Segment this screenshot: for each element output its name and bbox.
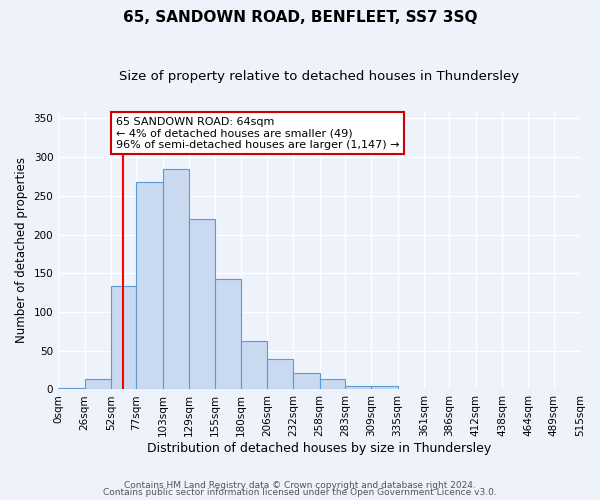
Bar — [85, 380, 111, 390]
Bar — [398, 388, 424, 390]
Text: 65, SANDOWN ROAD, BENFLEET, SS7 3SQ: 65, SANDOWN ROAD, BENFLEET, SS7 3SQ — [123, 10, 477, 25]
Bar — [449, 388, 476, 390]
Title: Size of property relative to detached houses in Thundersley: Size of property relative to detached ho… — [119, 70, 519, 83]
Bar — [554, 388, 580, 390]
Bar — [215, 280, 241, 390]
Bar — [371, 386, 398, 390]
Text: Contains public sector information licensed under the Open Government Licence v3: Contains public sector information licen… — [103, 488, 497, 497]
Bar — [163, 168, 189, 390]
Bar — [189, 219, 215, 390]
Text: Contains HM Land Registry data © Crown copyright and database right 2024.: Contains HM Land Registry data © Crown c… — [124, 480, 476, 490]
Y-axis label: Number of detached properties: Number of detached properties — [15, 157, 28, 343]
Bar — [111, 286, 136, 390]
Bar — [58, 388, 85, 390]
Bar — [136, 182, 163, 390]
Bar — [424, 388, 449, 390]
Bar — [320, 380, 345, 390]
Bar — [241, 340, 267, 390]
Bar — [267, 359, 293, 390]
Text: 65 SANDOWN ROAD: 64sqm
← 4% of detached houses are smaller (49)
96% of semi-deta: 65 SANDOWN ROAD: 64sqm ← 4% of detached … — [116, 117, 400, 150]
Bar — [345, 386, 371, 390]
Bar — [293, 373, 320, 390]
X-axis label: Distribution of detached houses by size in Thundersley: Distribution of detached houses by size … — [147, 442, 491, 455]
